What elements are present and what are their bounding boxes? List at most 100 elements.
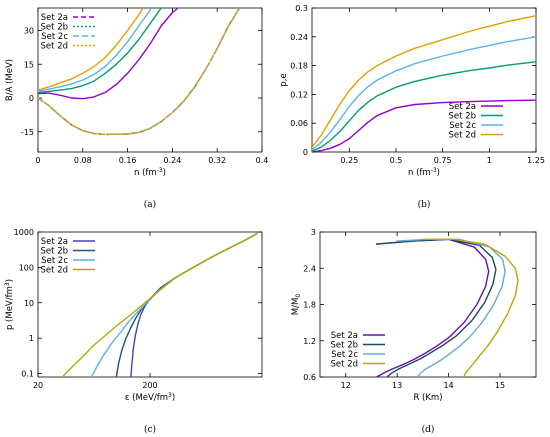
y-tick-label: 0.18 [290, 62, 308, 71]
x-axis-label-exp: -3 [431, 167, 437, 174]
chart-panel-b: 0.25 0.5 0.75 1 1.25 0 0.06 0.12 0.18 0.24 0.3 n (f… [279, 4, 545, 210]
x-tick-label: 1 [487, 156, 492, 165]
y-tick-label: 1.8 [303, 301, 316, 310]
y-tick-label: 0.1 [21, 370, 34, 379]
y-tick-label: 0 [303, 148, 308, 157]
y-tick-label: 2.4 [303, 264, 316, 273]
series-line-solid-6 [38, 8, 153, 93]
series-line-set-2d [61, 232, 258, 377]
panel-caption: (d) [422, 424, 435, 435]
y-tick-label: 1 [29, 334, 34, 343]
y-axis-label-exp: 3 [4, 282, 11, 286]
legend-label: Set 2b [331, 341, 358, 351]
legend-label: Set 2d [41, 266, 68, 276]
legend-label: Set 2b [41, 23, 68, 33]
y-axis-label-sub: 0 [295, 294, 302, 298]
plot-frame [37, 7, 263, 153]
x-tick-label: 0.4 [256, 156, 269, 165]
y-tick-label: 0.12 [290, 90, 308, 99]
y-tick-label: 3 [311, 228, 316, 237]
series-line-set-2b [115, 232, 258, 377]
legend-label: Set 2c [449, 121, 476, 131]
y-axis-label: p (MeV/fm3) [4, 279, 15, 330]
series-group [375, 238, 519, 377]
y-tick-label: -15 [21, 128, 34, 137]
plot-frame [311, 7, 537, 153]
legend-label: Set 2c [41, 256, 68, 266]
legend-label: Set 2a [41, 13, 68, 23]
series-group [38, 8, 241, 136]
series-line-set-2b [375, 238, 497, 377]
x-tick-label: 0.16 [119, 156, 137, 165]
x-tick-label: 0.08 [74, 156, 92, 165]
series-line-set-2b [312, 61, 536, 152]
series-line-set-2c [396, 238, 506, 377]
x-axis-label-main: n (fm [408, 168, 431, 178]
plot-frame [37, 231, 263, 378]
y-tick-label: 1000 [14, 228, 34, 237]
y-tick-label: 0.6 [303, 373, 316, 382]
legend-label: Set 2d [331, 360, 358, 370]
x-tick-label: 200 [142, 381, 157, 390]
x-tick-label: 13 [392, 381, 402, 390]
series-line-set-2a [375, 238, 490, 377]
series-line-set-2d [38, 8, 241, 136]
x-tick-label: 0.25 [340, 156, 358, 165]
x-tick-label: 0.24 [163, 156, 181, 165]
panel-caption: (a) [144, 199, 156, 210]
series-line-set-2d [422, 238, 519, 377]
series-line-set-2a [312, 99, 536, 152]
series-line-set-2c [312, 36, 536, 151]
legend-label: Set 2d [41, 42, 68, 52]
y-axis-label: B/A (MeV) [5, 59, 15, 101]
series-line-set-2d [312, 14, 536, 148]
legend-label: Set 2a [331, 331, 358, 341]
y-tick-label: 0.06 [290, 119, 308, 128]
x-tick-label: 0.75 [434, 156, 452, 165]
x-tick-label: 0.5 [390, 156, 403, 165]
legend-label: Set 2d [449, 131, 476, 141]
x-tick-label: 0 [35, 156, 40, 165]
x-tick-label: 15 [495, 381, 505, 390]
legend-label: Set 2a [41, 237, 68, 247]
y-axis-label-end: ) [5, 279, 15, 282]
legend-label: Set 2a [449, 102, 476, 112]
x-axis-label-end: ) [172, 393, 175, 403]
legend-label: Set 2b [449, 112, 476, 122]
series-line-set-2a [130, 232, 258, 377]
x-axis-label-main: ε (MeV/fm [125, 393, 168, 403]
x-axis-label-end: ) [437, 168, 440, 178]
x-axis-label-main: R (Km) [413, 393, 442, 403]
y-tick-label: 100 [19, 263, 34, 272]
series-line-set-2c [90, 232, 258, 377]
x-axis-label: ε (MeV/fm3) [125, 392, 175, 403]
x-tick-label: 1.25 [527, 156, 545, 165]
series-line-solid-5 [38, 8, 163, 94]
y-axis-label-main: p,e [279, 73, 289, 86]
panel-caption: (c) [144, 424, 156, 435]
y-axis-label: p,e [279, 73, 289, 86]
y-axis-label-main: B/A (MeV) [5, 59, 15, 101]
y-tick-label: 15 [24, 60, 34, 69]
legend-label: Set 2b [41, 247, 68, 257]
y-axis-label: M/M0 [291, 294, 302, 316]
y-axis-label-main: p (MeV/fm [5, 286, 15, 330]
x-axis-label-exp: 3 [168, 392, 172, 399]
series-line-solid-7 [38, 8, 144, 91]
x-tick-label: 0.32 [208, 156, 226, 165]
x-axis-label: R (Km) [413, 393, 442, 403]
x-tick-label: 12 [341, 381, 351, 390]
x-tick-label: 20 [33, 381, 43, 390]
y-tick-label: 0.3 [295, 4, 308, 13]
y-tick-label: 30 [24, 27, 34, 36]
x-axis-label: n (fm-3) [408, 167, 440, 178]
y-axis-label-main: M/M [291, 298, 301, 316]
x-tick-label: 14 [443, 381, 453, 390]
